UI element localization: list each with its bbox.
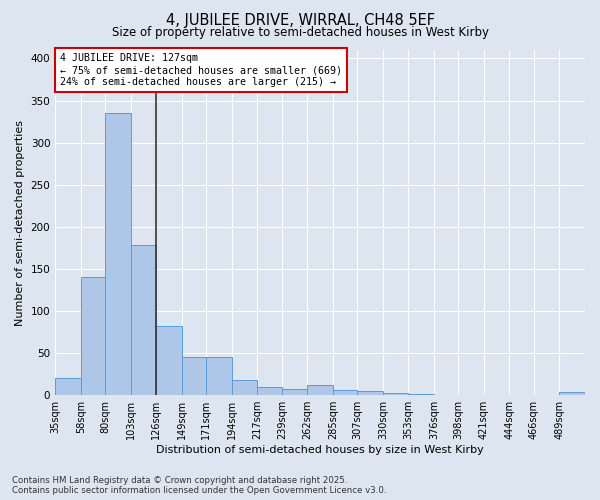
Bar: [232, 380, 257, 395]
Bar: [409, 394, 434, 395]
Bar: [559, 392, 585, 395]
Text: Contains HM Land Registry data © Crown copyright and database right 2025.
Contai: Contains HM Land Registry data © Crown c…: [12, 476, 386, 495]
Bar: [55, 378, 81, 395]
Bar: [105, 113, 131, 395]
Bar: [156, 326, 182, 395]
Bar: [383, 392, 409, 395]
Text: Size of property relative to semi-detached houses in West Kirby: Size of property relative to semi-detach…: [112, 26, 488, 39]
Bar: [81, 278, 105, 395]
Bar: [131, 246, 156, 395]
Bar: [307, 385, 333, 395]
Bar: [257, 387, 282, 395]
Text: 4, JUBILEE DRIVE, WIRRAL, CH48 5EF: 4, JUBILEE DRIVE, WIRRAL, CH48 5EF: [166, 12, 434, 28]
Bar: [333, 390, 357, 395]
Text: 4 JUBILEE DRIVE: 127sqm
← 75% of semi-detached houses are smaller (669)
24% of s: 4 JUBILEE DRIVE: 127sqm ← 75% of semi-de…: [61, 54, 343, 86]
Bar: [357, 391, 383, 395]
X-axis label: Distribution of semi-detached houses by size in West Kirby: Distribution of semi-detached houses by …: [156, 445, 484, 455]
Bar: [206, 358, 232, 395]
Bar: [182, 358, 206, 395]
Bar: [282, 390, 307, 395]
Y-axis label: Number of semi-detached properties: Number of semi-detached properties: [15, 120, 25, 326]
